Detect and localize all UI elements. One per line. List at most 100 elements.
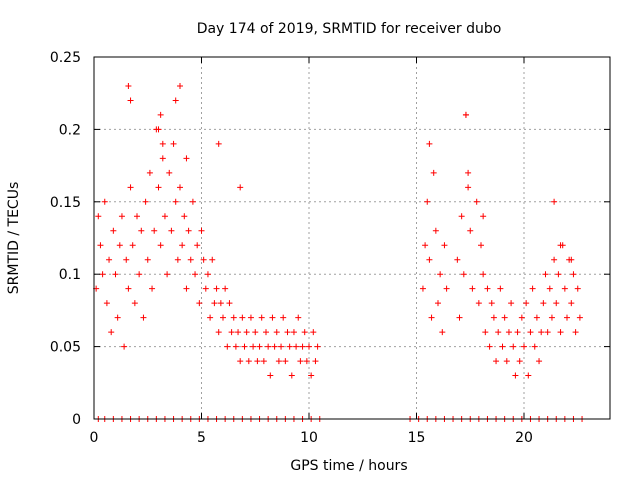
data-point xyxy=(125,285,132,292)
data-point xyxy=(177,82,183,89)
data-point xyxy=(480,213,487,220)
data-point xyxy=(501,314,508,321)
data-point xyxy=(564,314,570,321)
data-point xyxy=(574,285,581,292)
data-point xyxy=(149,285,156,292)
data-point xyxy=(172,97,179,104)
x-tick-label: 5 xyxy=(197,430,206,446)
data-point xyxy=(207,314,214,321)
data-point xyxy=(183,285,190,292)
data-point xyxy=(118,213,125,220)
data-point xyxy=(290,329,297,336)
data-point xyxy=(106,256,113,263)
x-tick-label: 10 xyxy=(300,430,318,446)
data-point xyxy=(432,227,439,234)
data-point xyxy=(297,358,304,365)
data-point xyxy=(215,329,222,336)
data-point xyxy=(523,300,530,307)
data-point xyxy=(475,300,482,307)
data-point xyxy=(508,300,515,307)
data-point xyxy=(211,300,218,307)
grid-lines xyxy=(94,57,610,419)
data-point xyxy=(527,329,534,336)
data-point xyxy=(456,314,463,321)
data-point xyxy=(428,314,435,321)
data-point xyxy=(473,198,480,205)
data-point xyxy=(215,140,222,147)
data-point xyxy=(531,343,538,350)
data-point xyxy=(271,343,278,350)
data-point xyxy=(314,343,321,350)
data-point xyxy=(484,285,491,292)
data-point xyxy=(108,329,115,336)
data-point xyxy=(284,329,291,336)
data-point xyxy=(239,314,246,321)
data-point xyxy=(480,271,487,278)
data-point xyxy=(542,271,549,278)
data-point xyxy=(241,343,248,350)
data-point xyxy=(525,372,532,379)
data-point xyxy=(155,184,162,191)
data-point xyxy=(185,227,192,234)
data-point xyxy=(280,314,287,321)
y-tick-label: 0.05 xyxy=(50,340,81,356)
data-point xyxy=(189,198,196,205)
data-point xyxy=(187,256,194,263)
data-point xyxy=(561,285,568,292)
data-point xyxy=(155,126,162,133)
data-point xyxy=(310,329,317,336)
data-point xyxy=(426,256,433,263)
y-tick-label: 0.1 xyxy=(59,267,81,283)
data-point xyxy=(430,169,437,176)
data-point xyxy=(529,285,536,292)
data-point xyxy=(454,256,461,263)
data-point xyxy=(426,140,433,147)
data-point xyxy=(260,358,267,365)
data-point xyxy=(144,256,151,263)
data-point xyxy=(551,198,558,205)
data-point xyxy=(202,285,209,292)
data-point xyxy=(123,256,130,263)
data-point xyxy=(493,358,500,365)
data-point xyxy=(510,343,517,350)
data-point xyxy=(235,329,242,336)
data-point xyxy=(172,198,179,205)
data-point xyxy=(192,271,199,278)
data-point xyxy=(286,343,293,350)
data-point xyxy=(439,329,446,336)
data-point xyxy=(252,329,259,336)
data-point xyxy=(159,140,166,147)
data-point xyxy=(538,329,545,336)
data-point xyxy=(553,300,560,307)
data-point xyxy=(299,343,306,350)
data-point xyxy=(222,285,229,292)
data-point xyxy=(129,242,136,249)
data-point xyxy=(140,314,147,321)
data-point xyxy=(551,256,558,263)
data-point xyxy=(465,184,472,191)
data-point xyxy=(308,372,315,379)
data-point xyxy=(497,285,504,292)
x-tick-label: 15 xyxy=(408,430,426,446)
data-point xyxy=(110,227,117,234)
data-point xyxy=(536,358,543,365)
y-tick-label: 0.25 xyxy=(50,50,81,66)
data-point xyxy=(568,300,575,307)
data-point xyxy=(482,329,489,336)
data-point xyxy=(237,184,244,191)
data-point xyxy=(200,256,207,263)
data-point xyxy=(181,213,188,220)
y-axis-label: SRMTID / TECUs xyxy=(6,182,22,295)
data-point xyxy=(131,300,138,307)
data-point xyxy=(196,300,203,307)
data-point xyxy=(220,314,226,321)
data-point xyxy=(478,242,484,249)
data-point xyxy=(273,329,280,336)
data-point xyxy=(301,329,308,336)
data-point xyxy=(95,213,102,220)
data-point xyxy=(312,358,319,365)
data-point xyxy=(570,271,577,278)
data-point xyxy=(99,271,106,278)
data-point xyxy=(488,300,495,307)
data-point xyxy=(183,155,190,162)
